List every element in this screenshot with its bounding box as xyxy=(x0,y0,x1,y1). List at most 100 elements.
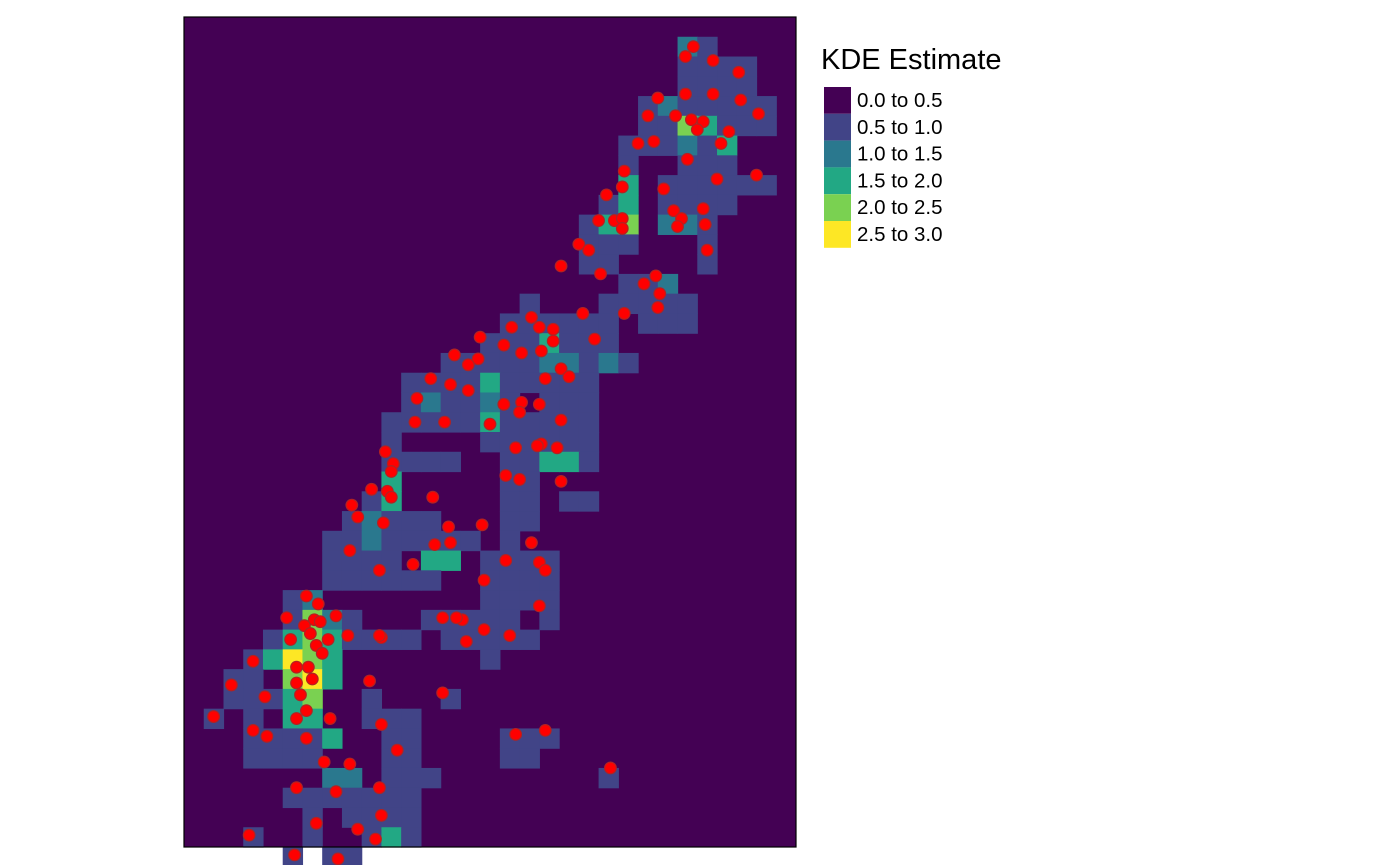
sample-point xyxy=(363,674,376,688)
kde-cell xyxy=(381,530,402,552)
kde-cell xyxy=(677,194,698,216)
map-frame xyxy=(183,16,797,848)
legend-label: 1.5 to 2.0 xyxy=(857,169,942,192)
sample-point xyxy=(515,346,528,360)
sample-point xyxy=(651,301,665,314)
sample-point xyxy=(669,109,682,123)
kde-cell xyxy=(559,491,580,512)
kde-cell xyxy=(480,590,501,611)
kde-cell xyxy=(420,570,442,591)
kde-cell xyxy=(262,748,284,769)
sample-point xyxy=(477,623,491,637)
kde-cell xyxy=(697,36,718,58)
kde-cell xyxy=(519,451,540,473)
legend-label: 2.0 to 2.5 xyxy=(857,196,942,219)
kde-cell xyxy=(499,451,521,473)
sample-point xyxy=(301,660,315,674)
kde-cell xyxy=(302,688,323,710)
sample-point xyxy=(483,417,497,431)
kde-cell xyxy=(322,728,343,749)
sample-point xyxy=(323,712,337,725)
kde-cell xyxy=(282,590,304,611)
legend: KDE Estimate 0.0 to 0.5 0.5 to 1.0 1.0 to … xyxy=(821,44,1002,248)
sample-point xyxy=(696,202,710,216)
kde-cell xyxy=(401,708,422,730)
sample-point xyxy=(503,629,517,642)
kde-cell xyxy=(717,155,738,176)
kde-cell xyxy=(578,432,600,453)
sample-point xyxy=(378,445,392,459)
legend-swatch xyxy=(824,113,851,141)
sample-point xyxy=(509,727,523,741)
sample-point xyxy=(513,473,527,486)
kde-cell xyxy=(302,748,323,769)
sample-point xyxy=(653,287,667,301)
sample-point xyxy=(284,633,298,646)
sample-point xyxy=(651,91,665,105)
kde-cell xyxy=(618,194,639,216)
sample-point xyxy=(538,372,552,386)
kde-cell xyxy=(401,767,422,789)
kde-cell xyxy=(381,412,402,433)
sample-point xyxy=(373,563,386,577)
sample-point xyxy=(438,415,451,429)
sample-point xyxy=(546,334,560,348)
kde-cell xyxy=(598,313,619,334)
kde-cell xyxy=(499,570,521,591)
kde-cell xyxy=(460,412,481,433)
kde-cell xyxy=(341,847,363,865)
sample-point xyxy=(303,627,317,640)
kde-cell xyxy=(519,629,540,650)
kde-cell xyxy=(578,451,600,473)
kde-cell xyxy=(460,530,481,552)
kde-cell xyxy=(598,293,619,315)
kde-cell xyxy=(499,590,521,611)
sample-point xyxy=(224,678,238,692)
sample-point xyxy=(315,646,329,660)
sample-point xyxy=(594,267,607,281)
kde-cell xyxy=(598,352,619,374)
sample-point xyxy=(671,220,684,233)
kde-cell xyxy=(559,432,580,453)
kde-cell xyxy=(598,234,619,255)
kde-cell xyxy=(717,96,738,117)
sample-point xyxy=(373,629,386,642)
kde-cell xyxy=(677,293,698,315)
kde-cell xyxy=(618,273,639,295)
kde-cell xyxy=(262,629,284,650)
sample-point xyxy=(444,378,457,391)
sample-point xyxy=(538,724,552,737)
sample-point xyxy=(592,214,605,227)
kde-cell xyxy=(322,570,343,591)
sample-point xyxy=(499,554,513,567)
sample-point xyxy=(436,686,450,700)
sample-point xyxy=(637,277,651,291)
kde-cell xyxy=(519,293,540,315)
kde-cell xyxy=(499,511,521,532)
kde-cell xyxy=(697,254,718,275)
kde-cell xyxy=(480,649,501,670)
kde-cell xyxy=(401,629,422,650)
kde-cell xyxy=(401,451,422,473)
sample-point xyxy=(641,109,655,123)
kde-cell xyxy=(717,76,738,97)
sample-point xyxy=(331,852,345,865)
kde-cell xyxy=(578,392,600,413)
sample-point xyxy=(351,822,365,836)
sample-point xyxy=(752,107,765,121)
kde-cell xyxy=(440,392,461,413)
kde-cell xyxy=(361,688,383,710)
sample-point xyxy=(317,755,331,769)
kde-cell xyxy=(282,748,304,769)
kde-cell xyxy=(341,767,363,789)
sample-point xyxy=(706,87,720,101)
legend-label: 0.5 to 1.0 xyxy=(857,116,942,139)
sample-point xyxy=(667,204,680,218)
sample-point xyxy=(615,180,629,194)
kde-cell xyxy=(539,609,560,631)
kde-cell xyxy=(736,115,758,137)
kde-cell xyxy=(243,688,264,710)
sample-point xyxy=(657,182,671,196)
kde-cell xyxy=(697,96,718,117)
kde-cell xyxy=(440,629,461,650)
